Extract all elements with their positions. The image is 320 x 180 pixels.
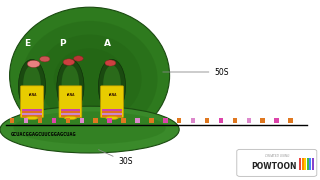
Bar bbox=[107, 118, 112, 123]
Text: tRNA: tRNA bbox=[66, 93, 75, 97]
Ellipse shape bbox=[103, 65, 121, 104]
Bar bbox=[247, 118, 251, 123]
Bar bbox=[304, 158, 306, 170]
Bar bbox=[66, 118, 70, 123]
Bar bbox=[121, 118, 126, 123]
Bar bbox=[22, 111, 42, 113]
Ellipse shape bbox=[106, 116, 118, 120]
Text: GCUACGGAGCUUCGGAGCUAG: GCUACGGAGCUUCGGAGCUAG bbox=[11, 132, 77, 138]
FancyBboxPatch shape bbox=[100, 86, 124, 118]
Bar bbox=[299, 158, 301, 170]
Ellipse shape bbox=[18, 59, 46, 113]
Text: tRNA: tRNA bbox=[28, 93, 36, 97]
Bar bbox=[163, 118, 168, 123]
Bar bbox=[22, 113, 42, 115]
Text: P: P bbox=[59, 39, 66, 48]
Bar bbox=[79, 118, 84, 123]
FancyBboxPatch shape bbox=[20, 86, 44, 118]
Bar bbox=[260, 118, 265, 123]
Bar bbox=[177, 118, 181, 123]
Ellipse shape bbox=[54, 48, 126, 110]
Text: tRNA: tRNA bbox=[108, 93, 116, 97]
Bar bbox=[307, 158, 309, 170]
Ellipse shape bbox=[57, 59, 84, 113]
Ellipse shape bbox=[64, 116, 77, 120]
Text: 50S: 50S bbox=[163, 68, 229, 76]
Ellipse shape bbox=[10, 7, 170, 144]
Bar bbox=[61, 115, 80, 117]
Ellipse shape bbox=[22, 21, 158, 137]
Circle shape bbox=[105, 60, 116, 66]
Bar bbox=[312, 158, 314, 170]
Bar bbox=[205, 118, 209, 123]
Bar bbox=[233, 118, 237, 123]
Ellipse shape bbox=[0, 106, 179, 153]
Bar bbox=[149, 118, 154, 123]
Circle shape bbox=[40, 56, 50, 62]
Bar bbox=[288, 118, 293, 123]
Bar bbox=[10, 118, 14, 123]
Text: A: A bbox=[104, 39, 111, 48]
Text: E: E bbox=[24, 39, 30, 48]
Bar bbox=[219, 118, 223, 123]
Bar bbox=[274, 118, 279, 123]
Ellipse shape bbox=[38, 35, 142, 123]
Ellipse shape bbox=[26, 116, 38, 120]
FancyBboxPatch shape bbox=[237, 149, 317, 176]
Bar bbox=[24, 118, 28, 123]
Bar bbox=[102, 111, 122, 113]
Circle shape bbox=[74, 56, 83, 61]
Bar bbox=[61, 113, 80, 115]
Bar bbox=[93, 118, 98, 123]
Bar bbox=[38, 118, 42, 123]
Text: POWTOON: POWTOON bbox=[251, 162, 296, 171]
Bar bbox=[22, 115, 42, 117]
Bar bbox=[102, 113, 122, 115]
Bar bbox=[309, 158, 311, 170]
Ellipse shape bbox=[61, 65, 79, 104]
Text: CREATED USING: CREATED USING bbox=[265, 154, 289, 158]
Bar bbox=[61, 111, 80, 113]
Bar bbox=[102, 109, 122, 111]
Bar bbox=[52, 118, 56, 123]
Bar bbox=[191, 118, 195, 123]
Circle shape bbox=[63, 59, 75, 65]
Ellipse shape bbox=[23, 65, 41, 104]
Bar bbox=[61, 109, 80, 111]
Bar bbox=[22, 109, 42, 111]
Bar bbox=[302, 158, 304, 170]
Bar bbox=[102, 115, 122, 117]
Ellipse shape bbox=[13, 111, 166, 144]
FancyBboxPatch shape bbox=[59, 86, 82, 118]
Bar bbox=[135, 118, 140, 123]
Ellipse shape bbox=[99, 59, 125, 113]
Circle shape bbox=[27, 60, 40, 68]
Text: 30S: 30S bbox=[99, 150, 133, 166]
